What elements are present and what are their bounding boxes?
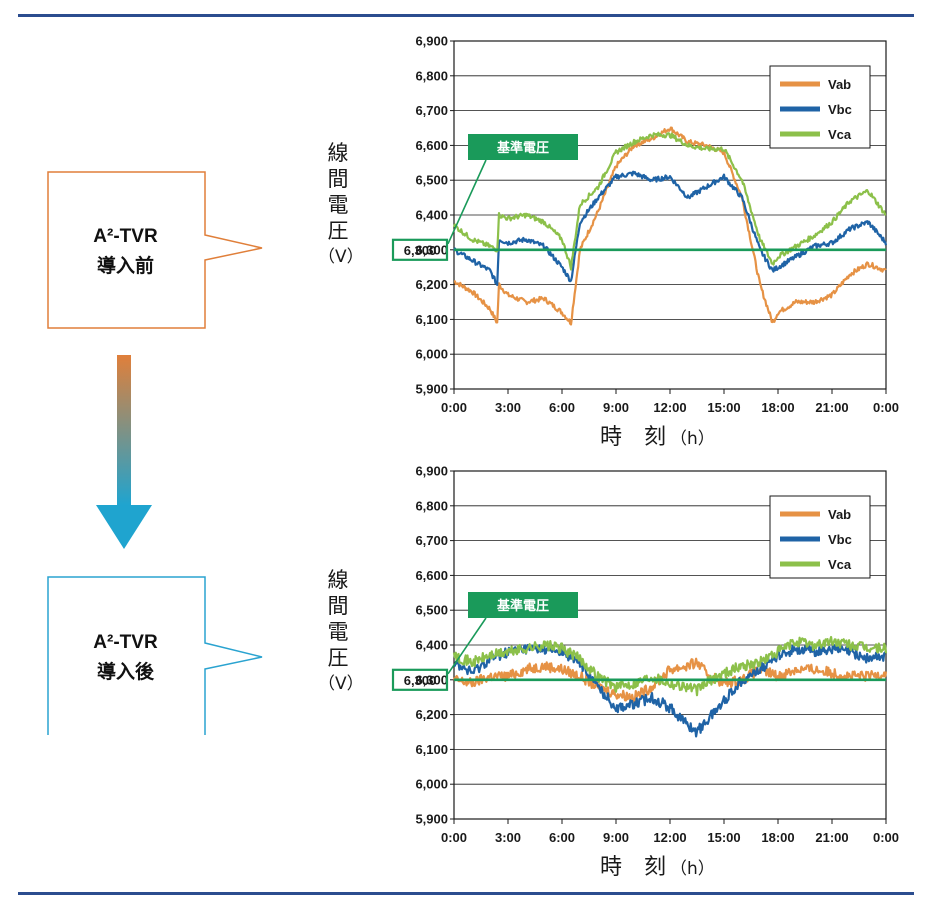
ylabel-unit: （V） [318,247,364,267]
x-tick-label: 21:00 [815,830,848,845]
legend-label-vbc: Vbc [828,532,852,547]
after-callout-label: A²-TVR 導入後 [48,628,203,688]
y-tick-label: 6,700 [415,103,448,118]
ylabel-char: 電 [327,193,349,217]
top-rule [18,14,914,17]
x-tick-label: 12:00 [653,830,686,845]
x-tick-label: 3:00 [495,400,521,415]
x-tick-label: 18:00 [761,830,794,845]
ylabel-char: 線 [327,141,349,165]
y-tick-label: 6,300 [415,672,448,687]
ylabel-char: 線 [327,568,349,592]
x-tick-label: 0:00 [873,400,899,415]
top-chart-ylabel: 線 間 電 圧 （V） [318,140,364,270]
y-tick-label: 6,900 [415,34,448,49]
before-callout-line2: 導入前 [96,256,154,277]
reference-value-box [391,668,449,691]
ylabel-char: 間 [327,167,349,191]
legend-label-vab: Vab [828,77,851,92]
ylabel-char: 間 [327,594,349,618]
x-axis-unit: （h） [670,859,715,879]
before-callout-line1: A²-TVR [93,226,158,247]
bottom-rule [18,892,914,895]
before-callout-label: A²-TVR 導入前 [48,222,203,282]
reference-value-label: 6,300 [404,243,437,258]
legend-label-vca: Vca [828,557,852,572]
x-tick-label: 9:00 [603,830,629,845]
after-callout-line2: 導入後 [96,662,154,683]
x-tick-label: 3:00 [495,830,521,845]
x-tick-label: 0:00 [873,830,899,845]
transition-arrow-icon [96,355,152,549]
x-tick-label: 18:00 [761,400,794,415]
y-tick-label: 5,900 [415,812,448,827]
series-line-vca [452,635,888,697]
series-line-vbc [452,170,888,286]
y-tick-label: 5,900 [415,382,448,397]
before-callout [47,171,263,329]
y-tick-label: 6,000 [415,777,448,792]
reference-tag-label: 基準電圧 [496,598,549,614]
y-tick-label: 6,900 [415,464,448,479]
legend-label-vca: Vca [828,127,852,142]
legend-label-vbc: Vbc [828,102,852,117]
reference-connector [447,617,487,675]
legend-label-vab: Vab [828,507,851,522]
ylabel-char: 圧 [327,219,349,243]
x-tick-label: 0:00 [441,400,467,415]
reference-tag [468,134,578,160]
y-tick-label: 6,200 [415,277,448,292]
y-tick-label: 6,600 [415,138,448,153]
reference-connector [447,159,487,245]
after-callout-line1: A²-TVR [93,632,158,653]
x-axis-title: 時 刻 [600,425,666,450]
ylabel-char: 電 [327,620,349,644]
y-tick-label: 6,100 [415,312,448,327]
y-tick-label: 6,500 [415,173,448,188]
y-tick-label: 6,800 [415,498,448,513]
ylabel-char: 圧 [327,646,349,670]
y-tick-label: 6,700 [415,533,448,548]
reference-tag [468,592,578,618]
x-tick-label: 15:00 [707,400,740,415]
y-tick-label: 6,400 [415,208,448,223]
series-line-vab [452,657,888,703]
y-tick-label: 6,200 [415,707,448,722]
x-tick-label: 12:00 [653,400,686,415]
after-voltage-chart: 6,900 6,800 6,700 6,600 6,500 6,400 6,300 6,200… [391,464,899,880]
reference-value-label: 6,300 [404,673,437,688]
y-tick-label: 6,600 [415,568,448,583]
series-line-vab [453,126,887,326]
before-voltage-chart: 6,900 6,800 6,700 6,600 6,500 6,400 6,300 6,200… [391,34,899,450]
ylabel-unit: （V） [318,674,364,694]
x-tick-label: 15:00 [707,830,740,845]
reference-tag-label: 基準電圧 [496,140,549,156]
y-tick-label: 6,300 [415,242,448,257]
y-tick-label: 6,000 [415,347,448,362]
series-line-vca [452,131,887,271]
y-tick-label: 6,100 [415,742,448,757]
after-callout [47,576,263,735]
x-axis-title: 時 刻 [600,855,666,880]
x-tick-label: 9:00 [603,400,629,415]
bottom-chart-ylabel: 線 間 電 圧 （V） [318,567,364,697]
reference-value-box [391,238,449,261]
x-tick-label: 0:00 [441,830,467,845]
y-tick-label: 6,400 [415,638,448,653]
x-tick-label: 21:00 [815,400,848,415]
y-tick-label: 6,500 [415,603,448,618]
x-tick-label: 6:00 [549,400,575,415]
x-tick-label: 6:00 [549,830,575,845]
x-axis-unit: （h） [670,429,715,449]
y-tick-label: 6,800 [415,68,448,83]
